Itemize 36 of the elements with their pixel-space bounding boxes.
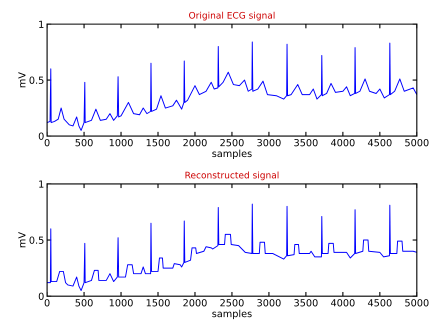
- x-tick-label: 500: [76, 138, 93, 146]
- x-tick-label: 1000: [110, 299, 133, 306]
- y-tick-label: 0: [38, 132, 44, 140]
- x-axis-title: samples: [212, 310, 252, 320]
- x-tick-label: 0: [44, 299, 50, 306]
- y-tick-label: 0.5: [29, 236, 44, 244]
- x-tick-label: 500: [76, 299, 93, 306]
- x-tick-label: 1500: [146, 138, 170, 146]
- y-tick-label: 1: [39, 20, 44, 28]
- x-tick-label: 0: [44, 138, 50, 146]
- x-tick-label: 4500: [368, 299, 392, 306]
- x-tick-label: 5000: [405, 299, 429, 306]
- chart-title: Original ECG signal: [189, 12, 274, 20]
- x-tick-label: 3500: [294, 299, 318, 306]
- y-tick-label: 0: [38, 292, 44, 300]
- x-tick-label: 4000: [330, 138, 355, 146]
- x-tick-label: 2000: [183, 299, 207, 306]
- x-tick-label: 4000: [330, 299, 355, 306]
- y-tick-label: 0.5: [29, 76, 44, 84]
- x-tick-label: 1000: [110, 138, 133, 146]
- y-axis-title: mV: [18, 232, 26, 248]
- x-tick-label: 2500: [220, 299, 244, 306]
- y-axis-title: mV: [18, 72, 26, 88]
- x-tick-label: 3000: [257, 299, 281, 306]
- x-tick-label: 4500: [368, 138, 392, 146]
- x-tick-label: 3000: [257, 138, 281, 146]
- chart-title: Reconstructed signal: [186, 172, 278, 180]
- x-tick-label: 2000: [183, 138, 207, 146]
- x-axis-title: samples: [212, 150, 252, 159]
- x-tick-label: 2500: [220, 138, 244, 146]
- line-series: [47, 42, 417, 131]
- x-tick-label: 3500: [294, 138, 318, 146]
- x-tick-label: 5000: [405, 138, 429, 146]
- x-tick-label: 1500: [146, 299, 170, 306]
- y-tick-label: 1: [39, 180, 44, 188]
- line-series: [47, 204, 417, 292]
